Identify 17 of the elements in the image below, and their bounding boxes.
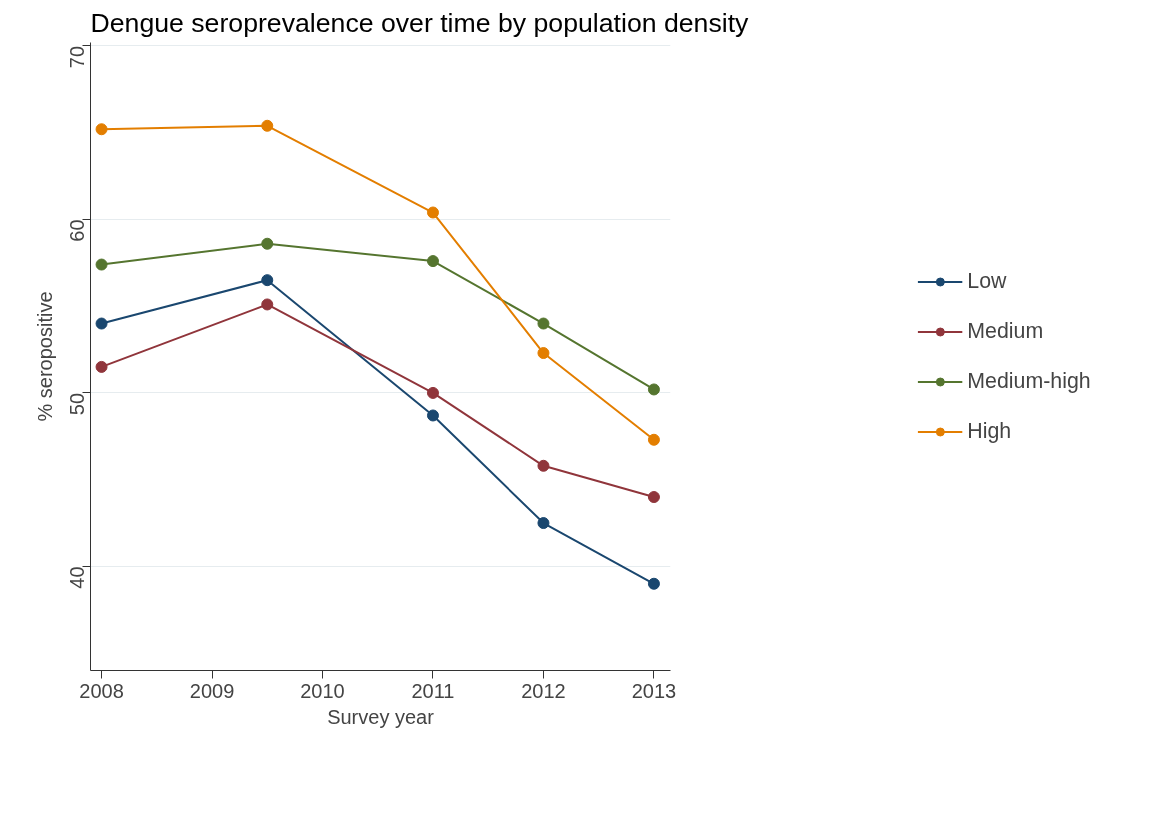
y-axis-title: % seropositive: [33, 291, 56, 422]
y-tick-label: 60: [66, 219, 89, 242]
y-tick-label: 50: [66, 392, 89, 416]
legend-label: Low: [967, 268, 1007, 294]
x-tick-label: 2011: [411, 679, 455, 702]
x-tick-label: 2010: [300, 679, 345, 702]
x-tick-label: 2008: [79, 679, 124, 702]
x-tick-label: 2012: [521, 679, 566, 702]
legend-label: High: [967, 418, 1012, 444]
y-tick-label: 70: [66, 45, 89, 69]
legend-label: Medium: [967, 318, 1044, 344]
x-tick-label: 2009: [189, 679, 235, 702]
y-tick-label: 40: [66, 566, 89, 589]
chart-title: Dengue seroprevalence over time by population density: [90, 7, 750, 38]
x-axis-title: Survey year: [327, 705, 435, 728]
legend-label: Medium-high: [967, 368, 1091, 394]
x-tick-label: 2013: [631, 679, 677, 702]
